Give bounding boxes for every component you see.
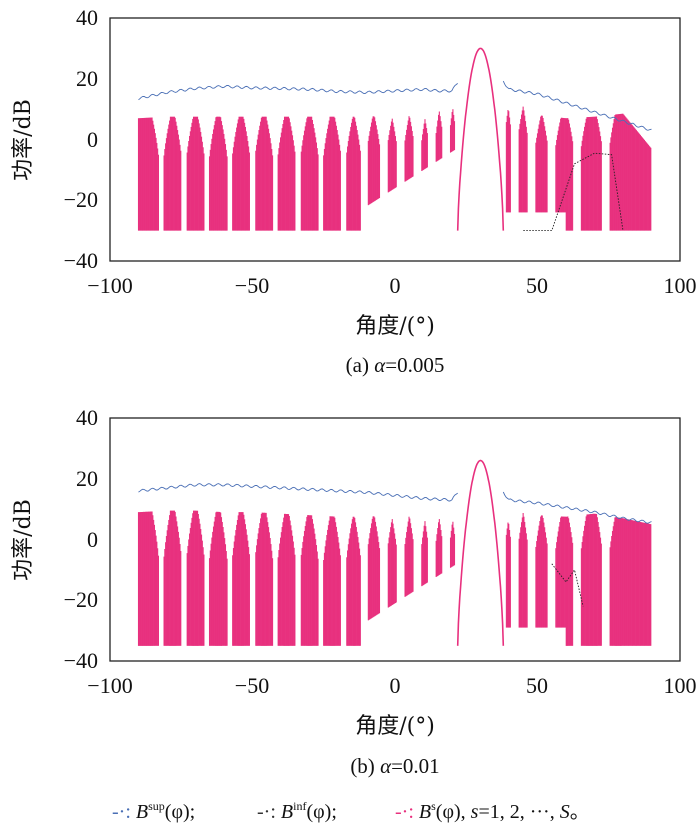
caption-a-alpha: α [374,353,386,377]
legend-s-tail: =1, 2, ···, [478,801,559,823]
panel-b: 40 20 0 −20 −40 −100 −50 0 50 100 功率/dB … [11,405,697,778]
legend-s-arg: (φ), [436,801,471,823]
y-ticks-b: 40 20 0 −20 −40 [64,405,98,673]
legend-s-end: 。 [570,801,590,823]
legend-s-S: S [560,801,570,823]
y-tick-label: −40 [64,248,98,273]
y-axis-label-a: 功率/dB [11,99,36,181]
x-axis-label-a: 角度/(°) [355,314,435,339]
legend-inf-superscript: inf [293,799,306,813]
plot-frame-b [109,417,681,662]
legend-s-marker: -·: [395,801,419,823]
caption-b: (b) α=0.01 [350,754,439,778]
x-axis-label-b: 角度/(°) [355,714,435,739]
legend-inf-marker: -·: [257,801,281,823]
x-tick-label: −100 [87,273,132,298]
legend-s-var: s [471,801,479,823]
x-tick-label: 100 [664,673,697,698]
y-tick-label: 40 [76,405,98,430]
legend-inf-arg: (φ); [306,801,336,823]
legend-s-superscript: s [431,799,436,813]
series-s-mainlobe [456,459,505,646]
legend-item-s: -·: Bs(φ), s=1, 2, ···, S。 [395,799,590,823]
caption-a: (a) α=0.005 [346,353,445,377]
plot-frame-a [109,17,681,262]
series-sup-line [138,483,652,524]
caption-b-prefix: (b) [350,754,380,778]
series-group-a [137,47,652,232]
x-tick-label: 0 [390,673,401,698]
legend-inf-symbol: B [281,801,293,823]
y-ticks-a: 40 20 0 −20 −40 [64,5,98,273]
x-tick-label: 100 [664,273,697,298]
caption-b-alpha: α [380,754,392,778]
series-group-b [137,459,652,646]
y-tick-label: −40 [64,648,98,673]
legend-sup-superscript: sup [148,799,165,813]
x-ticks-a: −100 −50 0 50 100 [87,273,696,298]
legend-item-sup: -·: Bsup(φ); [112,799,195,823]
y-tick-label: −20 [64,187,98,212]
series-s-band [137,106,652,231]
y-tick-label: 20 [76,466,98,491]
legend-sup-marker: -·: [112,801,136,823]
x-tick-label: −50 [235,273,269,298]
y-tick-label: 0 [87,127,98,152]
legend-sup-arg: (φ); [165,801,195,823]
caption-a-value: =0.005 [385,353,444,377]
x-tick-label: −50 [235,673,269,698]
series-s-mainlobe [456,47,505,231]
y-axis-label-b: 功率/dB [11,499,36,581]
x-tick-label: 0 [390,273,401,298]
x-tick-label: 50 [526,273,548,298]
legend-item-inf: -·: Binf(φ); [257,799,337,823]
series-s-band [137,510,652,646]
x-tick-label: 50 [526,673,548,698]
series-inf-line [551,563,584,607]
caption-b-value: =0.01 [391,754,440,778]
legend: -·: Bsup(φ); -·: Binf(φ); -·: Bs(φ), s=1… [112,799,590,823]
x-ticks-b: −100 −50 0 50 100 [87,673,696,698]
legend-s-symbol: B [419,801,431,823]
x-tick-label: −100 [87,673,132,698]
series-sup-line [138,80,652,131]
y-tick-label: 20 [76,66,98,91]
legend-sup-symbol: B [136,801,148,823]
y-tick-label: −20 [64,587,98,612]
y-tick-label: 0 [87,527,98,552]
panel-a: 40 20 0 −20 −40 −100 −50 0 50 100 功率/dB … [11,5,697,377]
caption-a-prefix: (a) [346,353,375,377]
y-tick-label: 40 [76,5,98,30]
